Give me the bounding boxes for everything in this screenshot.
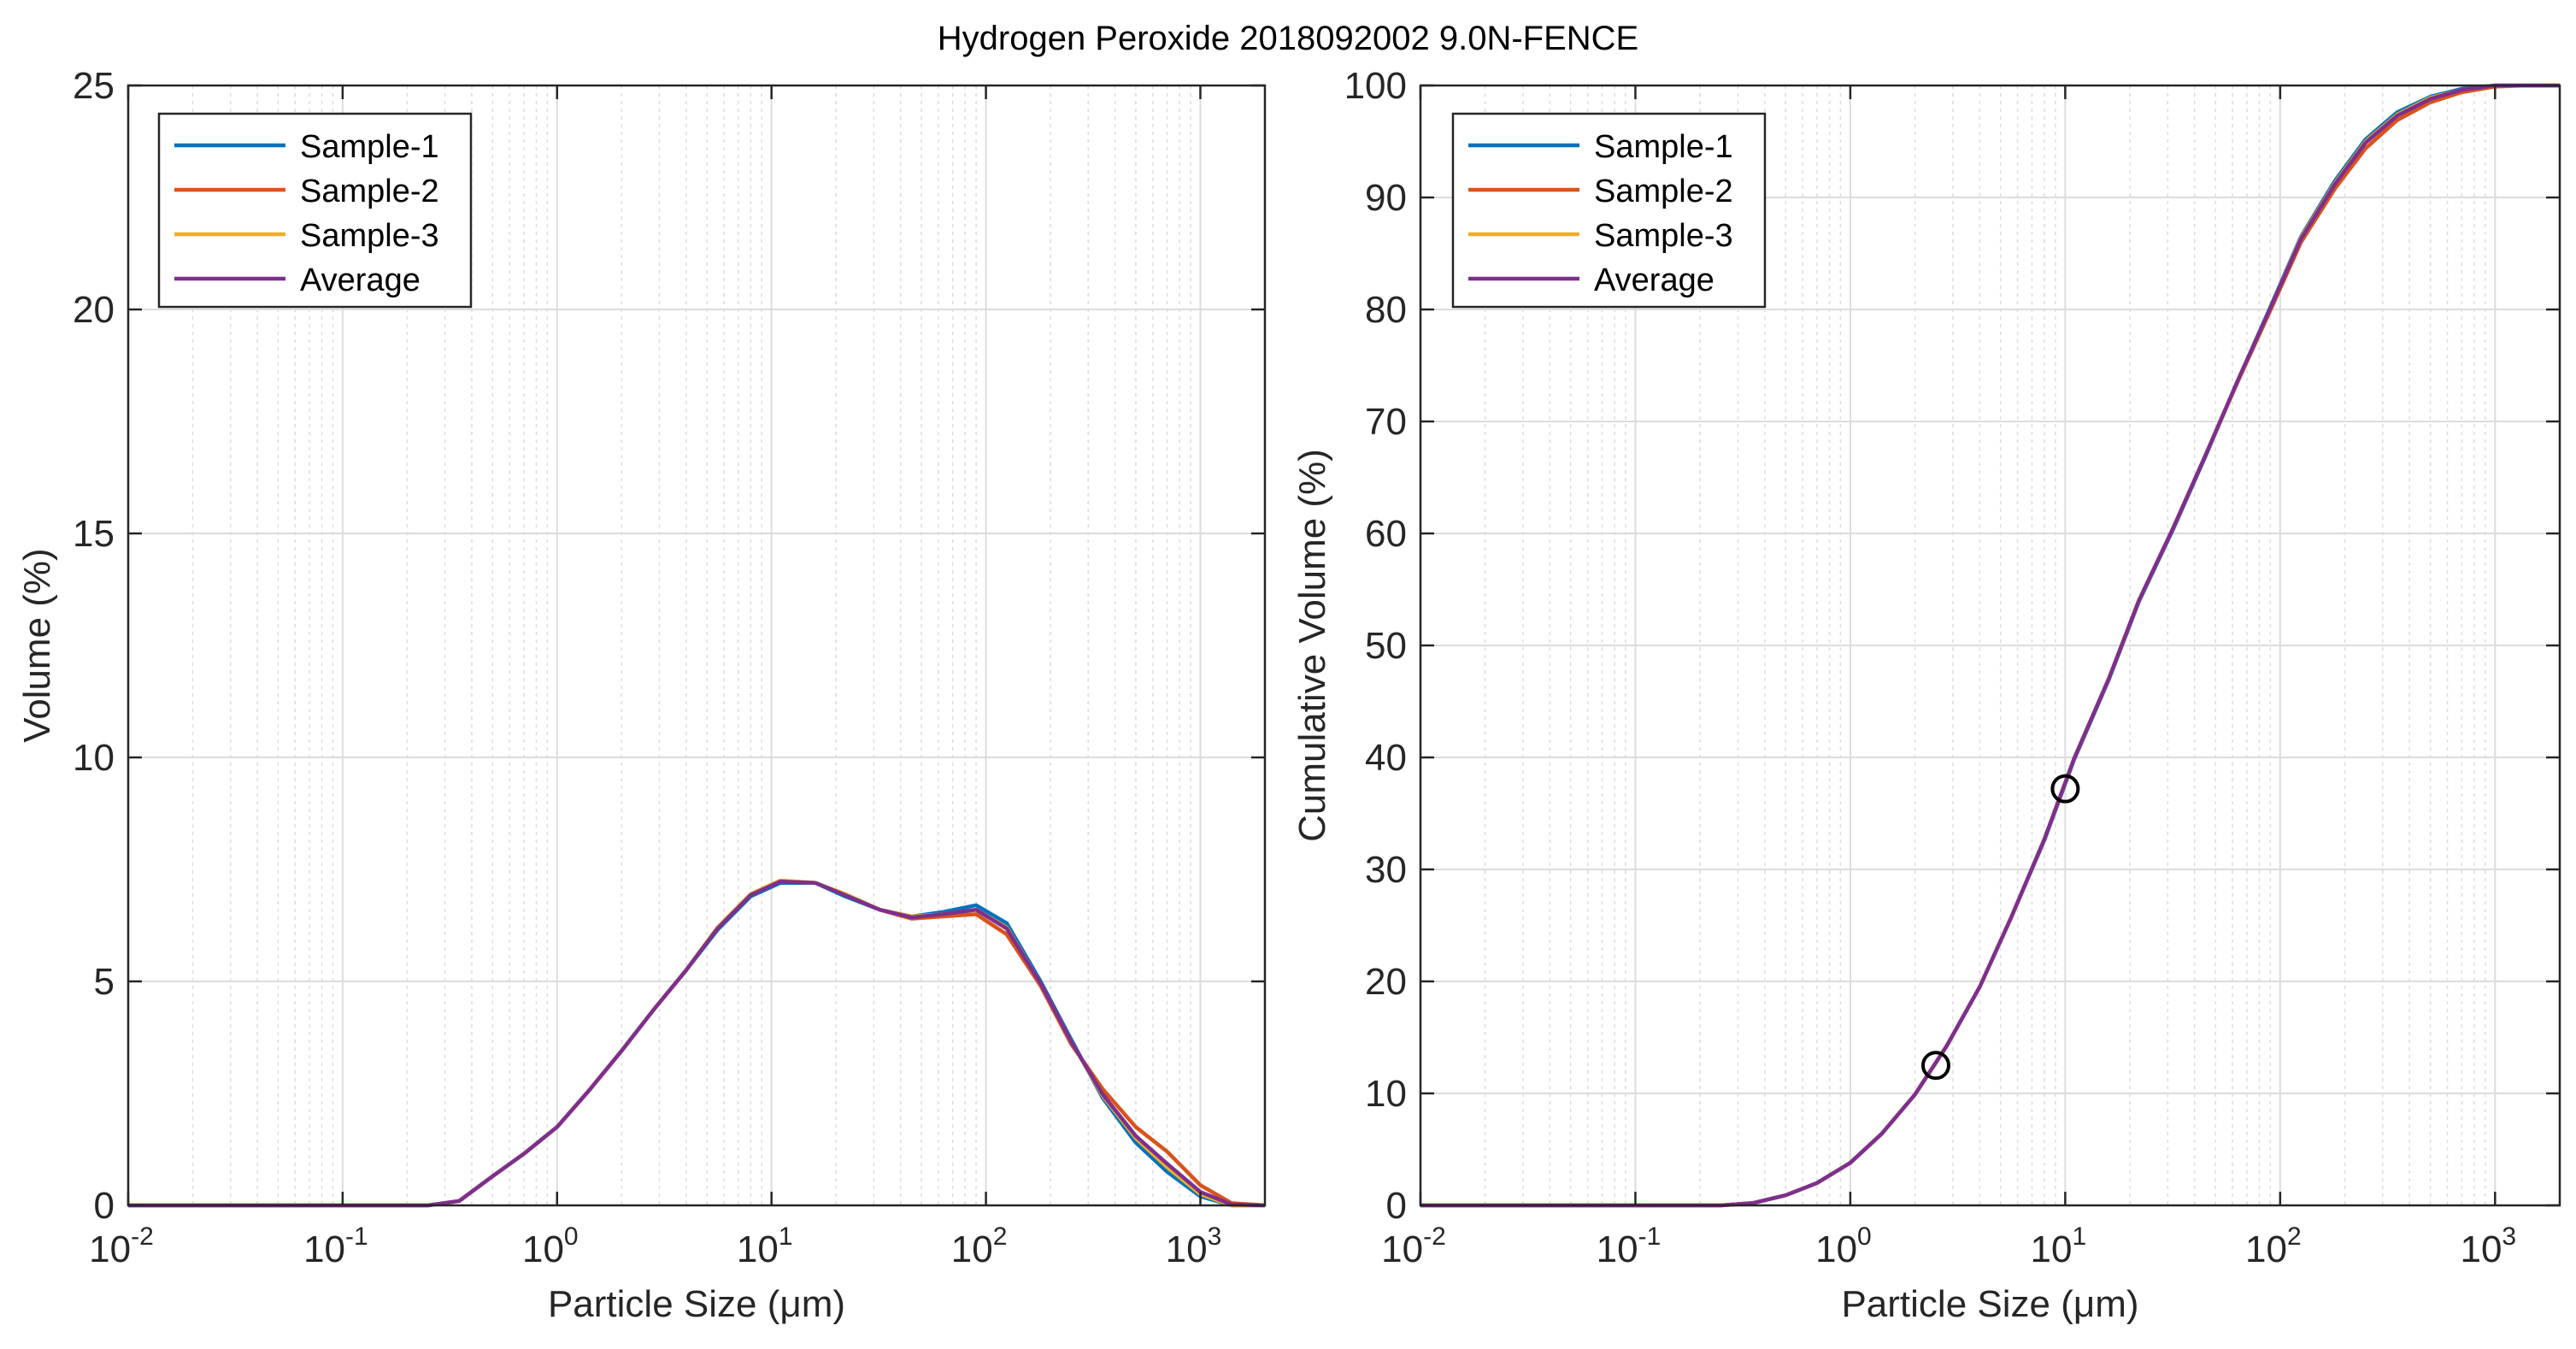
x-tick-exponent: 3 bbox=[2502, 1222, 2516, 1251]
x-tick-base: 10 bbox=[951, 1228, 993, 1270]
x-tick-exponent: 0 bbox=[1857, 1222, 1872, 1251]
legend-label-average: Average bbox=[1594, 262, 1714, 298]
x-tick-exponent: 1 bbox=[779, 1222, 793, 1251]
y-tick-label: 10 bbox=[1365, 1073, 1407, 1115]
x-tick-base: 10 bbox=[89, 1228, 131, 1270]
x-tick-base: 10 bbox=[1381, 1228, 1423, 1270]
y-tick-label: 5 bbox=[94, 961, 115, 1003]
x-tick-base: 10 bbox=[522, 1228, 564, 1270]
x-tick-label: 10-1 bbox=[303, 1222, 368, 1270]
y-tick-label: 40 bbox=[1365, 737, 1407, 779]
x-tick-label: 103 bbox=[1166, 1222, 1222, 1270]
y-tick-label: 0 bbox=[94, 1185, 115, 1227]
x-tick-label: 101 bbox=[2031, 1222, 2087, 1270]
legend-label-sample-2: Sample-2 bbox=[300, 174, 439, 209]
y-tick-label: 15 bbox=[73, 513, 115, 555]
y-axis-label: Cumulative Volume (%) bbox=[1291, 449, 1333, 842]
y-tick-label: 25 bbox=[73, 65, 115, 107]
x-tick-label: 10-2 bbox=[89, 1222, 154, 1270]
legend-label-sample-1: Sample-1 bbox=[1594, 129, 1733, 165]
x-tick-base: 10 bbox=[303, 1228, 345, 1270]
y-tick-label: 60 bbox=[1365, 513, 1407, 555]
x-tick-exponent: -1 bbox=[1638, 1222, 1661, 1251]
figure-title: Hydrogen Peroxide 2018092002 9.0N-FENCE bbox=[938, 20, 1639, 57]
y-tick-label: 100 bbox=[1344, 65, 1407, 107]
legend-label-sample-1: Sample-1 bbox=[300, 129, 439, 165]
x-tick-label: 10-1 bbox=[1597, 1222, 1661, 1270]
legend-label-sample-3: Sample-3 bbox=[1594, 218, 1733, 254]
x-tick-exponent: 1 bbox=[2073, 1222, 2087, 1251]
cumulative-volume-chart: 10-2 10-1 100 101 102 10301020304050607080901… bbox=[1291, 65, 2561, 1325]
x-tick-base: 10 bbox=[2460, 1228, 2502, 1270]
x-tick-base: 10 bbox=[737, 1228, 779, 1270]
x-tick-exponent: -1 bbox=[345, 1222, 368, 1251]
x-tick-exponent: -2 bbox=[1423, 1222, 1446, 1251]
x-tick-exponent: 3 bbox=[1208, 1222, 1222, 1251]
x-tick-label: 100 bbox=[522, 1222, 579, 1270]
legend-label-sample-3: Sample-3 bbox=[300, 218, 439, 254]
y-tick-label: 20 bbox=[1365, 961, 1407, 1003]
x-tick-base: 10 bbox=[1166, 1228, 1208, 1270]
y-tick-label: 90 bbox=[1365, 177, 1407, 219]
legend-label-sample-2: Sample-2 bbox=[1594, 174, 1733, 209]
y-tick-label: 0 bbox=[1386, 1185, 1407, 1227]
x-tick-base: 10 bbox=[1815, 1228, 1857, 1270]
percentile-marker bbox=[2050, 774, 2080, 804]
x-tick-exponent: 2 bbox=[2287, 1222, 2302, 1251]
y-tick-label: 10 bbox=[73, 737, 115, 779]
y-tick-label: 30 bbox=[1365, 849, 1407, 891]
y-tick-label: 20 bbox=[73, 289, 115, 331]
y-tick-label: 70 bbox=[1365, 401, 1407, 443]
percentile-marker bbox=[1920, 1051, 1950, 1081]
x-tick-label: 103 bbox=[2460, 1222, 2516, 1270]
x-tick-label: 10-2 bbox=[1381, 1222, 1446, 1270]
x-axis-label: Particle Size (μm) bbox=[1841, 1283, 2138, 1325]
y-tick-label: 50 bbox=[1365, 625, 1407, 667]
x-tick-label: 101 bbox=[737, 1222, 793, 1270]
x-tick-base: 10 bbox=[2031, 1228, 2073, 1270]
legend-label-average: Average bbox=[300, 262, 421, 298]
x-axis-label: Particle Size (μm) bbox=[548, 1283, 845, 1325]
x-tick-label: 102 bbox=[951, 1222, 1008, 1270]
y-axis-label: Volume (%) bbox=[16, 548, 58, 742]
axes-box bbox=[126, 84, 1267, 1207]
x-tick-exponent: -2 bbox=[131, 1222, 154, 1251]
x-tick-base: 10 bbox=[2245, 1228, 2287, 1270]
x-tick-label: 102 bbox=[2245, 1222, 2302, 1270]
x-tick-label: 100 bbox=[1815, 1222, 1872, 1270]
x-tick-exponent: 0 bbox=[564, 1222, 579, 1251]
y-tick-label: 80 bbox=[1365, 289, 1407, 331]
x-tick-exponent: 2 bbox=[993, 1222, 1008, 1251]
x-tick-base: 10 bbox=[1597, 1228, 1638, 1270]
